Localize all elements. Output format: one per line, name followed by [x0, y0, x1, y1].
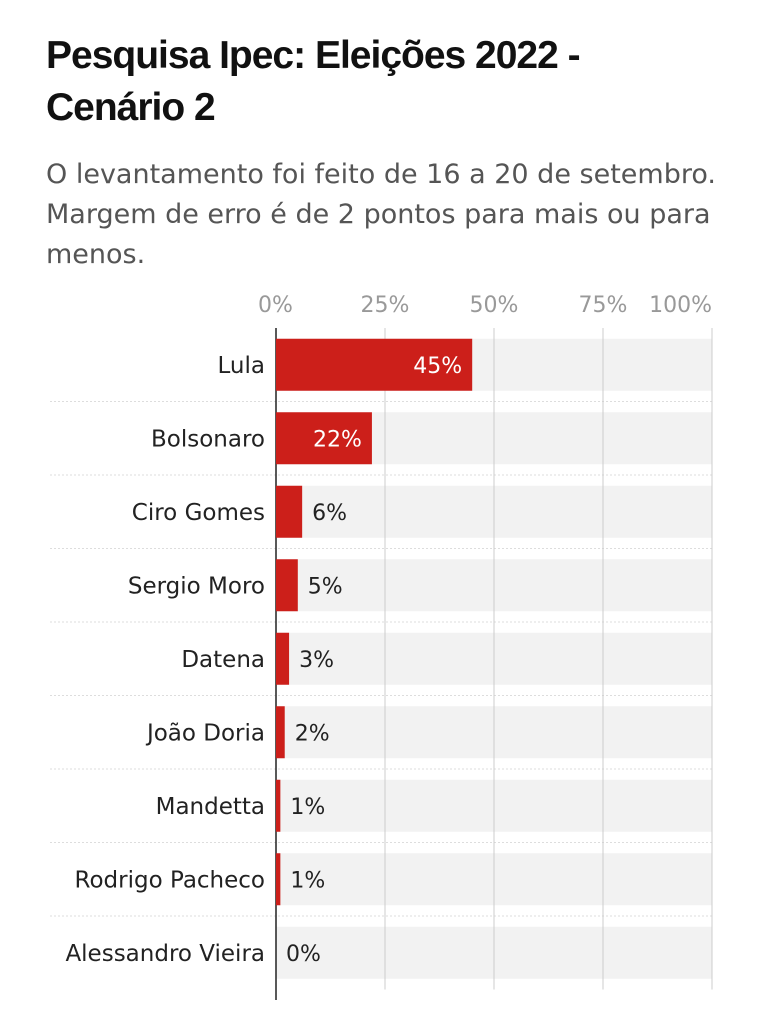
value-label: 1% [290, 868, 325, 893]
value-label: 3% [299, 648, 334, 673]
bar [276, 559, 298, 612]
category-label: Sergio Moro [128, 573, 265, 599]
category-label: Alessandro Vieira [65, 941, 265, 967]
bar [276, 779, 281, 832]
bar-chart: 0% 25% 50% 75% 100% Lula 45% Bolsonaro 22% Ciro G… [50, 293, 713, 1000]
x-tick-label: 75% [579, 293, 628, 318]
bar [276, 706, 285, 759]
bar [276, 632, 290, 685]
bar [276, 485, 303, 538]
x-tick-label: 25% [361, 293, 410, 318]
x-tick-label: 0% [258, 293, 293, 318]
bar [276, 853, 281, 906]
bar [276, 412, 372, 465]
chart-subtitle: O levantamento foi feito de 16 a 20 de s… [46, 159, 716, 270]
chart-title: Pesquisa Ipec: Eleições 2022 - Cenário 2 [46, 34, 581, 129]
bar [276, 338, 473, 391]
value-label: 22% [313, 427, 362, 452]
value-label: 6% [312, 501, 347, 526]
value-label: 1% [290, 795, 325, 820]
value-label: 0% [286, 942, 321, 967]
value-label: 5% [308, 574, 343, 599]
x-tick-label: 50% [470, 293, 519, 318]
category-label: João Doria [145, 720, 265, 746]
category-label: Lula [218, 353, 265, 379]
value-label: 2% [295, 721, 330, 746]
category-label: Bolsonaro [151, 426, 265, 452]
category-label: Ciro Gomes [132, 500, 265, 526]
value-label: 45% [413, 354, 462, 379]
x-tick-label: 100% [649, 293, 712, 318]
category-label: Rodrigo Pacheco [75, 867, 265, 893]
category-label: Datena [181, 647, 265, 673]
category-label: Mandetta [156, 794, 265, 820]
